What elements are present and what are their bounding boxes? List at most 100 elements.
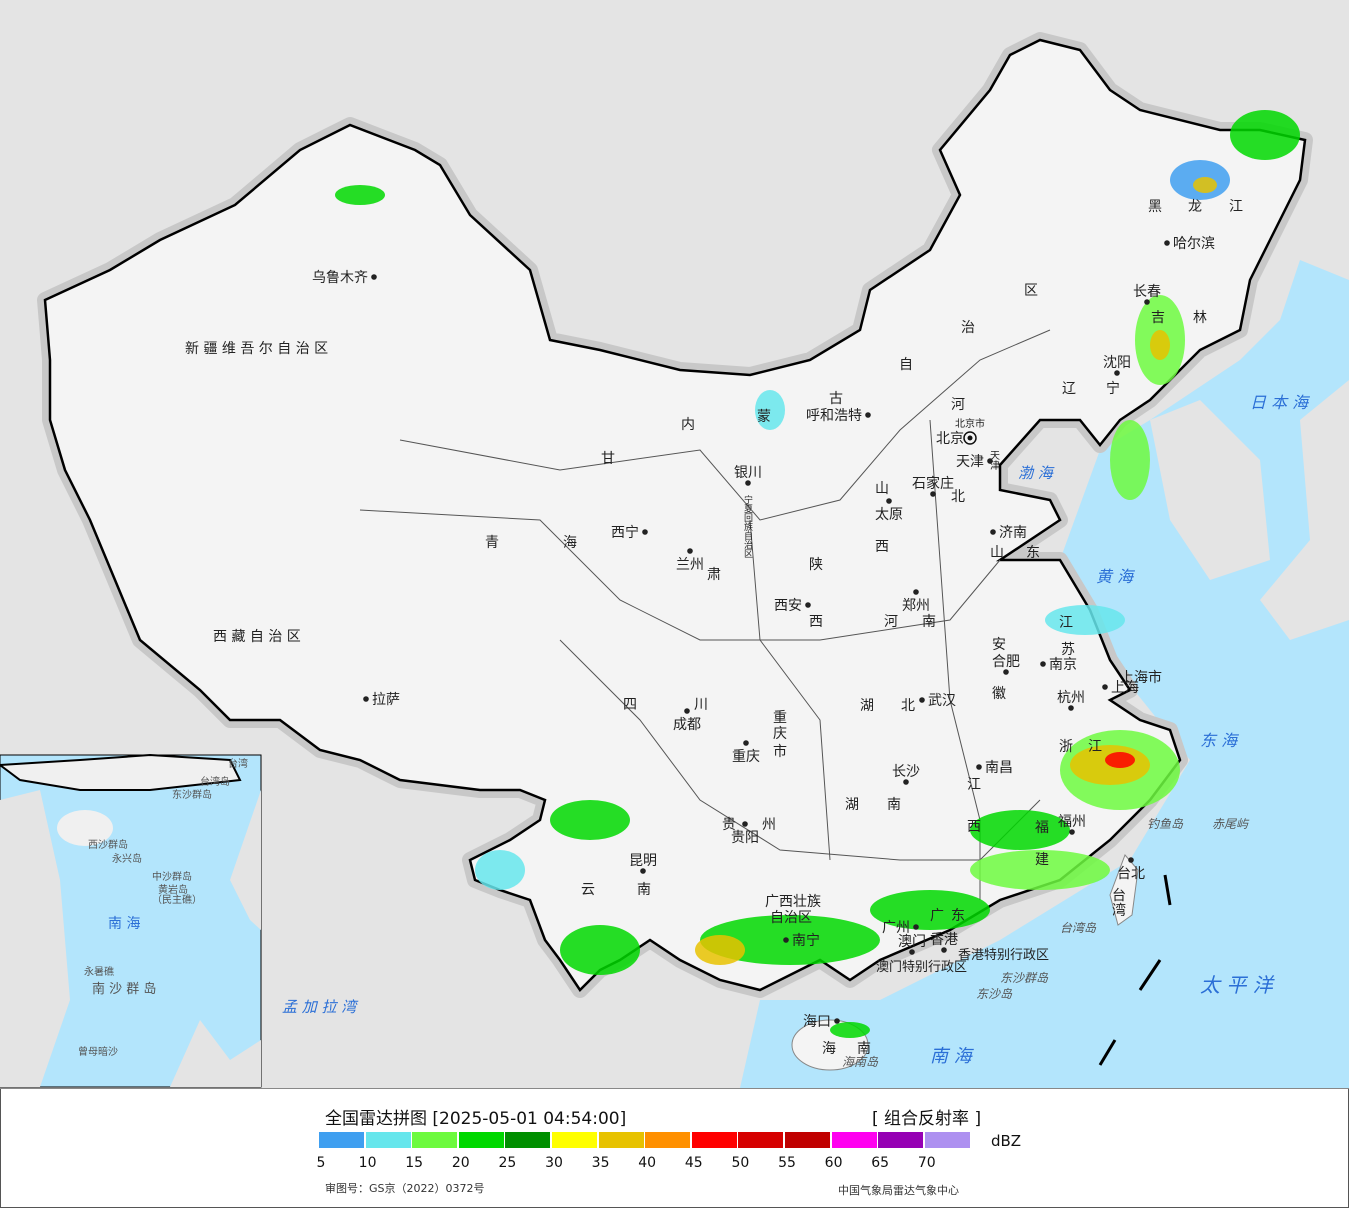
- city-marker[interactable]: 上海: [1102, 680, 1139, 696]
- city-marker[interactable]: 哈尔滨: [1164, 236, 1215, 252]
- city-label: 成都: [673, 717, 701, 733]
- province-label: 福: [1035, 820, 1049, 836]
- city-marker[interactable]: 拉萨: [363, 692, 400, 708]
- ramp-tick-label: 60: [824, 1155, 843, 1171]
- korea-japan: [1150, 380, 1349, 640]
- radar-echo: [700, 915, 880, 965]
- city-marker[interactable]: 南宁: [783, 932, 820, 949]
- city-dot-icon: [990, 529, 996, 535]
- city-dot-icon: [919, 697, 925, 703]
- province-label: 东: [1026, 545, 1040, 561]
- city-dot-icon: [742, 821, 748, 827]
- city-marker[interactable]: 石家庄: [912, 475, 954, 497]
- place-label: 孟 加 拉 湾: [282, 998, 359, 1016]
- city-marker[interactable]: 海口: [803, 1014, 840, 1030]
- city-dot-icon: [886, 498, 892, 504]
- radar-map[interactable]: 新 疆 维 吾 尔 自 治 区西 藏 自 治 区青 海甘肃内 蒙古自治区黑龙江吉 林辽…: [0, 0, 1349, 1088]
- province-label: 南: [637, 882, 651, 898]
- city-dot-icon: [684, 708, 690, 714]
- city-marker[interactable]: 太原: [875, 498, 903, 523]
- legend: [0, 1088, 1349, 1209]
- city-marker[interactable]: 武汉: [919, 693, 956, 709]
- province-label: 香港特别行政区: [958, 948, 1049, 963]
- inset-label: 台湾岛: [200, 775, 230, 788]
- city-dot-icon: [687, 548, 693, 554]
- province-label: 江: [967, 777, 981, 793]
- city-marker[interactable]: 广州: [882, 920, 919, 936]
- province-label: 宁夏回族自治区: [742, 494, 753, 558]
- province-label: 天津: [988, 450, 1000, 471]
- city-marker[interactable]: 重庆: [732, 740, 760, 765]
- inset-label: 永兴岛: [112, 852, 142, 865]
- radar-echo: [1150, 330, 1170, 360]
- city-label: 拉萨: [372, 692, 400, 708]
- city-marker[interactable]: 昆明: [629, 853, 657, 874]
- city-marker[interactable]: 天津: [956, 454, 993, 470]
- city-label: 南昌: [985, 760, 1013, 776]
- province-label: 广西壮族: [765, 894, 821, 910]
- province-label: 江: [1059, 615, 1073, 631]
- province-label: 州: [762, 817, 776, 833]
- province-label: 重: [773, 710, 787, 726]
- ramp-tick-label: 50: [731, 1155, 750, 1171]
- province-label: 西: [875, 539, 889, 555]
- city-marker[interactable]: 沈阳: [1103, 355, 1131, 376]
- province-label: 四: [623, 697, 637, 713]
- city-label: 乌鲁木齐: [312, 270, 368, 286]
- radar-echo: [695, 935, 745, 965]
- province-boundary: [399, 329, 1051, 521]
- city-marker[interactable]: 西宁: [611, 524, 648, 541]
- city-dot-icon: [371, 274, 377, 280]
- province-boundary: [749, 519, 831, 861]
- inset-label: 台湾: [228, 757, 248, 770]
- province-boundary: [359, 509, 1001, 641]
- ramp-tick-label: 5: [316, 1155, 326, 1171]
- province-label: 江: [1229, 199, 1243, 215]
- city-dot-icon: [930, 491, 936, 497]
- inset-label: 东沙群岛: [172, 788, 212, 801]
- city-marker[interactable]: 合肥: [992, 654, 1020, 675]
- city-marker[interactable]: 乌鲁木齐: [312, 270, 377, 286]
- city-label: 石家庄: [912, 475, 954, 492]
- city-marker[interactable]: 郑州: [902, 589, 930, 614]
- province-label: 澳门特别行政区: [876, 959, 967, 975]
- national-border: [43, 38, 1307, 992]
- color-ramp: [319, 1132, 971, 1148]
- city-dot-icon: [640, 868, 646, 874]
- city-marker[interactable]: 银川: [734, 465, 762, 486]
- city-dot-icon: [987, 458, 993, 464]
- city-marker[interactable]: 南京: [1040, 657, 1077, 673]
- city-marker[interactable]: 杭州: [1057, 690, 1085, 711]
- ramp-swatch: [551, 1132, 597, 1148]
- city-marker[interactable]: 呼和浩特: [806, 408, 871, 424]
- ramp-tick-label: 25: [498, 1155, 517, 1171]
- city-label: 广州: [882, 920, 910, 936]
- city-marker[interactable]: 香港: [930, 932, 958, 953]
- province-label: 黑: [1148, 199, 1162, 215]
- city-marker[interactable]: 西安: [774, 598, 811, 614]
- city-marker[interactable]: 福州: [1058, 814, 1086, 835]
- province-label: 青: [485, 535, 499, 551]
- city-marker[interactable]: 北京: [936, 431, 977, 447]
- radar-echo: [970, 810, 1070, 850]
- radar-echo: [1193, 177, 1217, 193]
- city-marker[interactable]: 贵阳: [731, 821, 759, 846]
- city-marker[interactable]: 澳门: [898, 934, 926, 955]
- city-marker[interactable]: 长春: [1133, 284, 1161, 305]
- province-label: 西 藏 自 治 区: [213, 629, 301, 645]
- city-dot-icon: [743, 740, 749, 746]
- city-dot-icon: [834, 1018, 840, 1024]
- city-dot-icon: [642, 529, 648, 535]
- city-marker[interactable]: 成都: [673, 708, 701, 733]
- city-marker[interactable]: 长沙: [892, 764, 920, 785]
- ramp-swatch: [505, 1132, 551, 1148]
- city-marker[interactable]: 兰州: [676, 548, 704, 573]
- city-marker[interactable]: 南昌: [976, 760, 1013, 776]
- city-marker[interactable]: 台北: [1117, 857, 1145, 882]
- province-label: 北: [901, 698, 915, 714]
- city-label: 南京: [1049, 657, 1077, 673]
- city-label: 沈阳: [1103, 355, 1131, 371]
- province-label: 龙: [1188, 199, 1202, 215]
- ramp-tick-label: 65: [871, 1155, 890, 1171]
- city-marker[interactable]: 济南: [990, 525, 1027, 541]
